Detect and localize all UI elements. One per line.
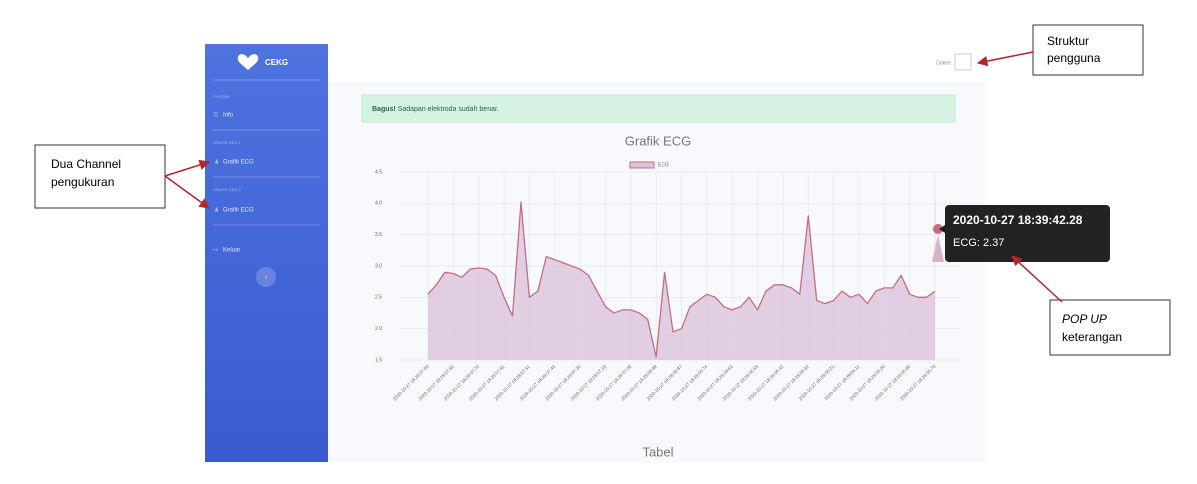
- y-tick-label: 1.5: [375, 357, 382, 363]
- sidebar-heading: GRAFIK EKG 1: [213, 140, 242, 145]
- brand[interactable]: CEKG: [265, 58, 288, 67]
- icon: ♟: [214, 159, 219, 166]
- annotation-line: pengukuran: [51, 175, 114, 189]
- y-tick-label: 3.5: [375, 232, 382, 238]
- user-name[interactable]: Dokter: [936, 60, 951, 66]
- tooltip-point: [933, 224, 943, 234]
- annotation-line: Struktur: [1047, 34, 1089, 48]
- sidebar: [205, 44, 328, 462]
- chart-title: Grafik ECG: [625, 133, 691, 148]
- sidebar-toggle[interactable]: [256, 267, 276, 287]
- annotation-box: [34, 144, 166, 209]
- annotation-arrow: [976, 51, 1034, 67]
- tooltip-body: ECG: 2.37: [953, 237, 1004, 249]
- annotation-arrow: [164, 159, 211, 177]
- toggle-icon: ‹: [265, 274, 268, 281]
- nav-item[interactable]: Info: [223, 113, 234, 119]
- nav-item[interactable]: Grafik ECG: [223, 208, 254, 214]
- alert: [361, 94, 956, 123]
- y-tick-label: 3.0: [375, 263, 382, 269]
- annotation-line: POP UP: [1062, 312, 1107, 326]
- legend-swatch: [629, 161, 655, 169]
- section-title: Tabel: [642, 444, 673, 459]
- y-tick-label: 2.5: [375, 295, 382, 301]
- y-tick-label: 4.5: [375, 169, 382, 175]
- annotation-box: [1032, 24, 1144, 76]
- tooltip: [945, 205, 1110, 262]
- y-tick-label: 2.0: [375, 326, 382, 332]
- icon: ↦: [213, 248, 218, 254]
- icon: ☰: [213, 112, 218, 119]
- y-tick-label: 4.0: [375, 201, 382, 207]
- brand-icon: [237, 54, 259, 70]
- annotation-arrow: [164, 175, 210, 209]
- annotation-line: pengguna: [1047, 51, 1101, 65]
- tooltip-title: 2020-10-27 18:39:42.28: [953, 213, 1083, 227]
- alert-message: Sadapan elektroda sudah benar.: [398, 106, 499, 113]
- annotation-box: [1049, 299, 1171, 356]
- nav-item[interactable]: Keluar: [223, 248, 240, 254]
- area: [428, 202, 935, 360]
- alert-text: Bagus! Sadapan elektroda sudah benar.: [372, 106, 499, 113]
- tooltip-area-zoom: [932, 235, 944, 262]
- legend-label: ECG: [658, 162, 669, 168]
- sidebar-heading: SYSTEM: [213, 94, 229, 99]
- icon: ♟: [214, 207, 219, 214]
- line: [427, 201, 936, 358]
- annotation-arrow: [1011, 255, 1063, 303]
- topbar: [328, 44, 985, 82]
- avatar[interactable]: [954, 53, 972, 71]
- sidebar-heading: GRAFIK EKG 2: [213, 187, 242, 192]
- tooltip-caret: [939, 225, 945, 233]
- alert-strong: Bagus!: [372, 106, 396, 113]
- annotation-line: Dua Channel: [51, 157, 121, 171]
- annotation-line: keterangan: [1062, 330, 1122, 344]
- nav-item[interactable]: Grafik ECG: [223, 160, 254, 166]
